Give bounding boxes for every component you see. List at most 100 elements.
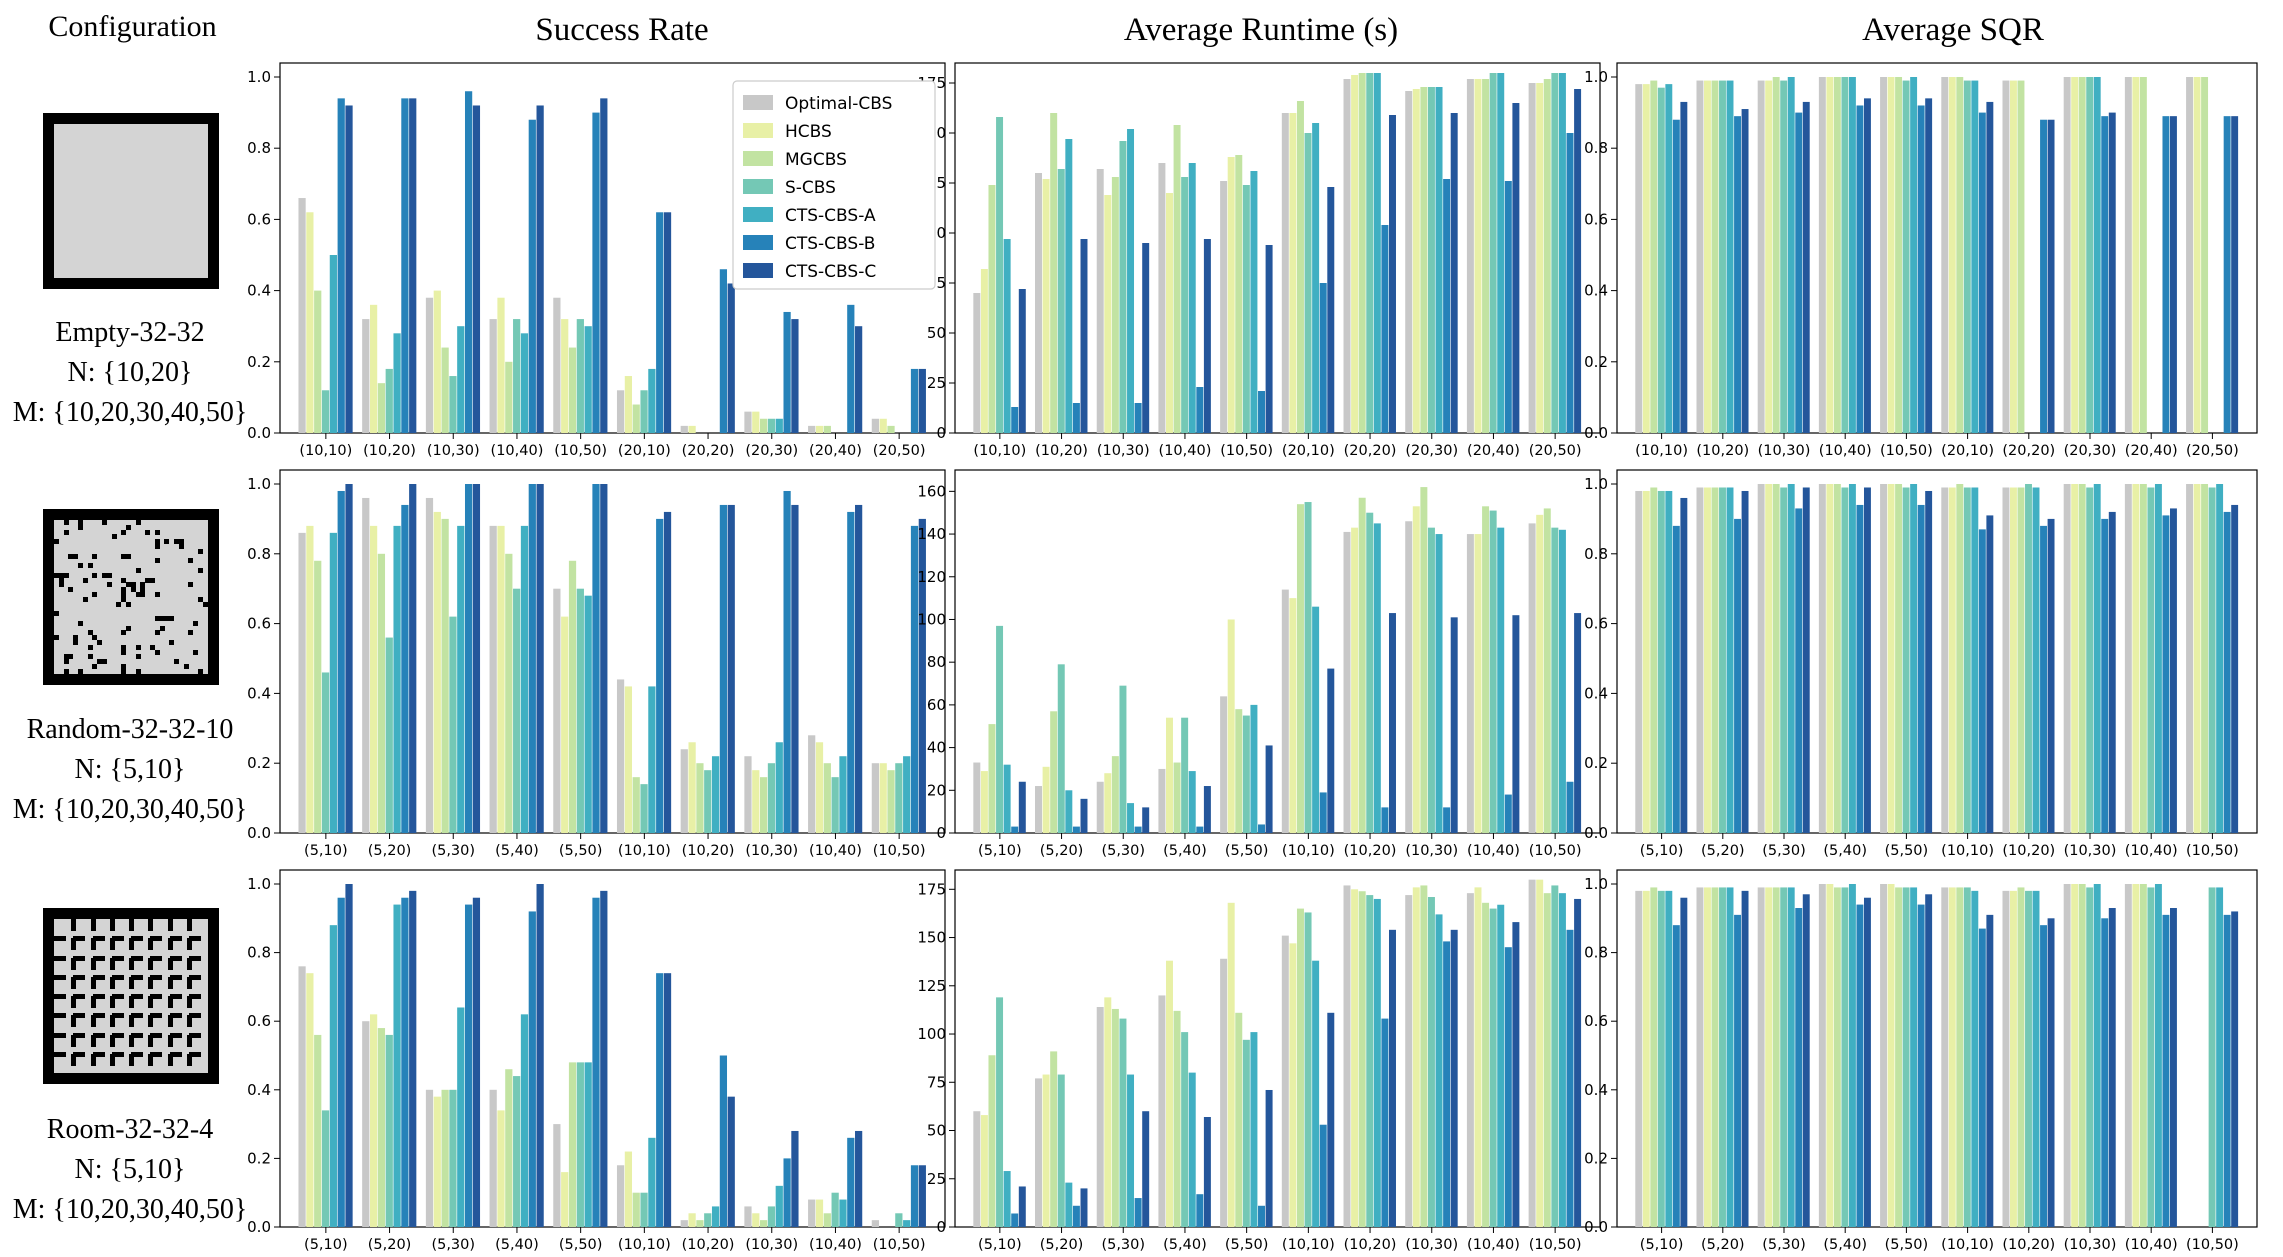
bar-cts-cbs-c xyxy=(409,98,417,434)
bar-optimal-cbs xyxy=(553,1124,561,1227)
header-avg-runtime: Average Runtime (s) xyxy=(1123,12,1399,48)
x-tick-label: (5,40) xyxy=(1823,843,1867,859)
y-tick-label: 0.6 xyxy=(247,615,271,633)
obstacle-cell xyxy=(154,529,160,535)
bar-cts-cbs-b xyxy=(847,1137,855,1227)
bar-cts-cbs-c xyxy=(1986,914,1994,1227)
obstacle-cell xyxy=(121,630,127,636)
bar-s-cbs xyxy=(1057,169,1065,433)
bar-s-cbs xyxy=(1242,185,1250,433)
bar-mgcbs xyxy=(377,383,386,433)
bar-cts-cbs-b xyxy=(1566,133,1574,433)
random-map-image xyxy=(43,509,219,685)
bar-hcbs xyxy=(561,616,569,833)
x-tick-label: (20,10) xyxy=(618,443,671,459)
bar-optimal-cbs xyxy=(1281,113,1289,433)
bar-mgcbs xyxy=(1482,79,1490,433)
bar-hcbs xyxy=(2071,484,2079,833)
bar-cts-cbs-b xyxy=(1672,119,1680,433)
wall-cell xyxy=(186,957,192,970)
bar-hcbs xyxy=(1948,77,1956,433)
bar-cts-cbs-c xyxy=(2231,911,2239,1227)
bar-cts-cbs-c xyxy=(918,1165,926,1227)
bar-cts-cbs-b xyxy=(1134,1198,1142,1227)
bar-cts-cbs-a xyxy=(839,756,847,833)
legend-swatch xyxy=(743,151,773,166)
bar-mgcbs xyxy=(1650,487,1658,833)
wall-cell xyxy=(73,1032,86,1038)
bar-mgcbs xyxy=(1296,101,1304,433)
bar-optimal-cbs xyxy=(1405,91,1413,433)
obstacle-cell xyxy=(178,544,184,549)
bar-mgcbs xyxy=(2078,884,2086,1227)
bar-mgcbs xyxy=(1543,79,1551,433)
x-tick-label: (20,20) xyxy=(682,443,735,459)
obstacle-cell xyxy=(68,654,74,660)
config-room: Room-32-32-4 N: {5,10} M: {10,20,30,40,5… xyxy=(5,1110,255,1230)
wall-cell xyxy=(150,1051,163,1057)
bar-cts-cbs-a xyxy=(1435,534,1443,833)
bar-optimal-cbs xyxy=(553,297,561,433)
bar-cts-cbs-c xyxy=(1574,898,1582,1227)
bar-hcbs xyxy=(1948,887,1956,1227)
bar-cts-cbs-a xyxy=(1188,1072,1196,1227)
obstacle-cell xyxy=(135,520,141,525)
bar-s-cbs xyxy=(895,1213,903,1227)
bar-cts-cbs-a xyxy=(1003,239,1011,433)
bar-hcbs xyxy=(1704,80,1711,433)
obstacle-cell xyxy=(121,553,127,559)
obstacle-cell xyxy=(198,668,203,674)
bar-mgcbs xyxy=(1050,113,1058,433)
bar-cts-cbs-a xyxy=(1787,484,1795,833)
obstacle-cell xyxy=(121,529,127,535)
bar-cts-cbs-a xyxy=(1558,73,1566,433)
y-tick-label: 175 xyxy=(917,880,946,898)
bar-cts-cbs-b xyxy=(1072,1205,1080,1227)
wall-cell xyxy=(111,1051,124,1057)
bar-hcbs xyxy=(1536,879,1544,1227)
obstacle-cell xyxy=(150,644,155,650)
bar-cts-cbs-a xyxy=(1435,87,1443,433)
bar-optimal-cbs xyxy=(1096,169,1104,433)
bar-cts-cbs-b xyxy=(1196,1194,1204,1227)
wall-cell xyxy=(90,1053,96,1066)
wall-cell xyxy=(167,976,173,989)
wall-cell xyxy=(73,974,86,980)
bar-hcbs xyxy=(2071,884,2079,1227)
obstacle-cell xyxy=(121,649,127,655)
bar-hcbs xyxy=(1412,887,1420,1227)
bar-optimal-cbs xyxy=(744,756,752,833)
bar-cts-cbs-c xyxy=(1925,98,1933,434)
bar-s-cbs xyxy=(1780,80,1788,433)
x-tick-label: (10,50) xyxy=(2186,1237,2239,1253)
obstacle-cell xyxy=(78,620,83,626)
obstacle-cell xyxy=(130,582,136,588)
x-tick-label: (10,50) xyxy=(2186,843,2239,859)
bar-cts-cbs-b xyxy=(1381,1018,1389,1227)
wall-cell xyxy=(188,955,201,961)
x-tick-label: (5,20) xyxy=(1701,1237,1745,1253)
obstacle-cell xyxy=(106,582,112,588)
bar-hcbs xyxy=(561,319,569,433)
bar-cts-cbs-c xyxy=(1450,929,1458,1227)
wall-cell xyxy=(71,976,77,989)
bar-s-cbs xyxy=(1242,715,1250,833)
chart-avg_runtime-row1: 0 20 40 60 80 100 120 140 160 (5,10) (5,20) (5,30) (… xyxy=(917,469,1601,859)
obstacle-cell xyxy=(58,582,64,588)
y-tick-label: 20 xyxy=(927,781,946,799)
bar-s-cbs xyxy=(767,1206,776,1227)
obstacle-cell xyxy=(193,649,199,655)
bar-s-cbs xyxy=(996,117,1004,433)
wall-cell xyxy=(188,994,201,999)
bar-cts-cbs-b xyxy=(1319,283,1327,433)
y-tick-label: 100 xyxy=(917,610,946,628)
bar-optimal-cbs xyxy=(1158,995,1166,1227)
legend-swatch xyxy=(743,179,773,194)
bar-cts-cbs-b xyxy=(719,504,728,833)
obstacle-cell xyxy=(198,548,203,554)
bar-s-cbs xyxy=(1489,73,1497,433)
bar-cts-cbs-a xyxy=(1250,171,1258,433)
obstacle-cell xyxy=(121,596,127,602)
y-tick-label: 0.0 xyxy=(247,824,271,842)
bar-cts-cbs-c xyxy=(2108,511,2116,833)
